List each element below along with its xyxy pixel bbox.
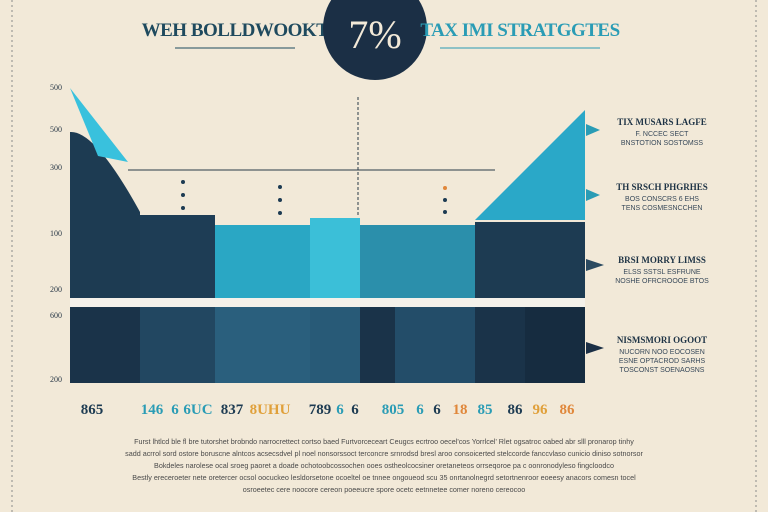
bottom-label: 865: [81, 402, 104, 418]
badge: [323, 0, 427, 80]
footer-line: osroeetec cere noocore cereon poeeucre s…: [243, 485, 526, 494]
note-line: NUCORN NOO EOCOSEN: [619, 349, 705, 356]
note-line: NOSHE OFRCROOOE BTOS: [615, 278, 709, 285]
shape: [310, 307, 360, 383]
dots: [181, 180, 447, 215]
axis-label: 200: [50, 375, 62, 384]
note-line: BNSTOTION SOSTOMSS: [621, 140, 704, 147]
shape: [140, 307, 215, 383]
axis-label: 300: [50, 163, 62, 172]
shape: [140, 215, 215, 298]
note-line: F. NCCEC SECT: [636, 131, 690, 138]
bottom-labels: 865 146 6 6UC 837 8UHU 789 6 6 805 6 6 18 85 86 96 86: [81, 402, 575, 418]
bottom-label: 805: [382, 402, 405, 418]
bottom-label: 837: [221, 402, 244, 418]
shape: [525, 307, 585, 383]
badge-text: 7%: [348, 12, 401, 57]
note-title: NISMSMORI OGOOT: [617, 335, 707, 345]
shape: [475, 222, 585, 298]
bottom-label: 8UHU: [250, 402, 291, 418]
bottom-label: 6: [336, 402, 344, 418]
bottom-label: 6: [171, 402, 179, 418]
note-title: BRSI MORRY LIMSS: [618, 255, 706, 265]
note-line: ELSS SSTSL ESFRUNE: [623, 269, 700, 276]
bottom-label: 18: [453, 402, 468, 418]
shape: [70, 131, 140, 298]
bottom-label: 789: [309, 402, 332, 418]
note-title: TH SRSCH PHGRHES: [616, 182, 708, 192]
shape: [215, 307, 310, 383]
footer: Furst lhtlcd ble fl bre tutorshet brobnd…: [125, 437, 643, 494]
axis-labels: 500 500 300 100 200 600 200: [50, 83, 62, 384]
note-line: TOSCONST SOENAOSNS: [620, 367, 705, 374]
bottom-label: 6: [351, 402, 359, 418]
bottom-label: 6UC: [183, 402, 212, 418]
bottom-label: 146: [141, 402, 164, 418]
note-line: BOS CONSCRS 6 EHS: [625, 196, 699, 203]
bottom-label: 86: [508, 402, 524, 418]
note-line: ESNE OPTACROD SARHS: [619, 358, 706, 365]
note-title: TIX MUSARS LAGFE: [617, 117, 707, 127]
bottom-label: 85: [478, 402, 493, 418]
divider: [70, 298, 585, 307]
footer-line: Bokdeles narolese ocal sroeg paoret a do…: [154, 461, 614, 470]
axis-label: 500: [50, 125, 62, 134]
bottom-label: 6: [433, 402, 441, 418]
axis-label: 600: [50, 311, 62, 320]
shape: [310, 218, 360, 298]
shape: [475, 110, 585, 220]
footer-line: Furst lhtlcd ble fl bre tutorshet brobnd…: [134, 437, 634, 446]
shape: [215, 225, 310, 298]
shape: [360, 225, 475, 298]
notes: TIX MUSARS LAGFE F. NCCEC SECT BNSTOTION S…: [615, 117, 709, 374]
header-right: TAX IMI STRATGGTES: [420, 20, 619, 41]
arrows: [586, 124, 604, 354]
bottom-label: 6: [416, 402, 424, 418]
axis-label: 500: [50, 83, 62, 92]
note-line: TENS COSMESNCCHEN: [622, 205, 703, 212]
axis-label: 100: [50, 229, 62, 238]
header-left: WEH BOLLDWOOKT: [142, 20, 330, 41]
shape: [70, 88, 128, 162]
shape: [395, 307, 475, 383]
bottom-label: 86: [560, 402, 576, 418]
footer-line: Bestly ereceroeter nete oretercer ocsol …: [132, 473, 636, 482]
axis-label: 200: [50, 285, 62, 294]
footer-line: sadd acrrol sord ostore boruscne alntcos…: [125, 449, 643, 458]
bottom-label: 96: [533, 402, 549, 418]
